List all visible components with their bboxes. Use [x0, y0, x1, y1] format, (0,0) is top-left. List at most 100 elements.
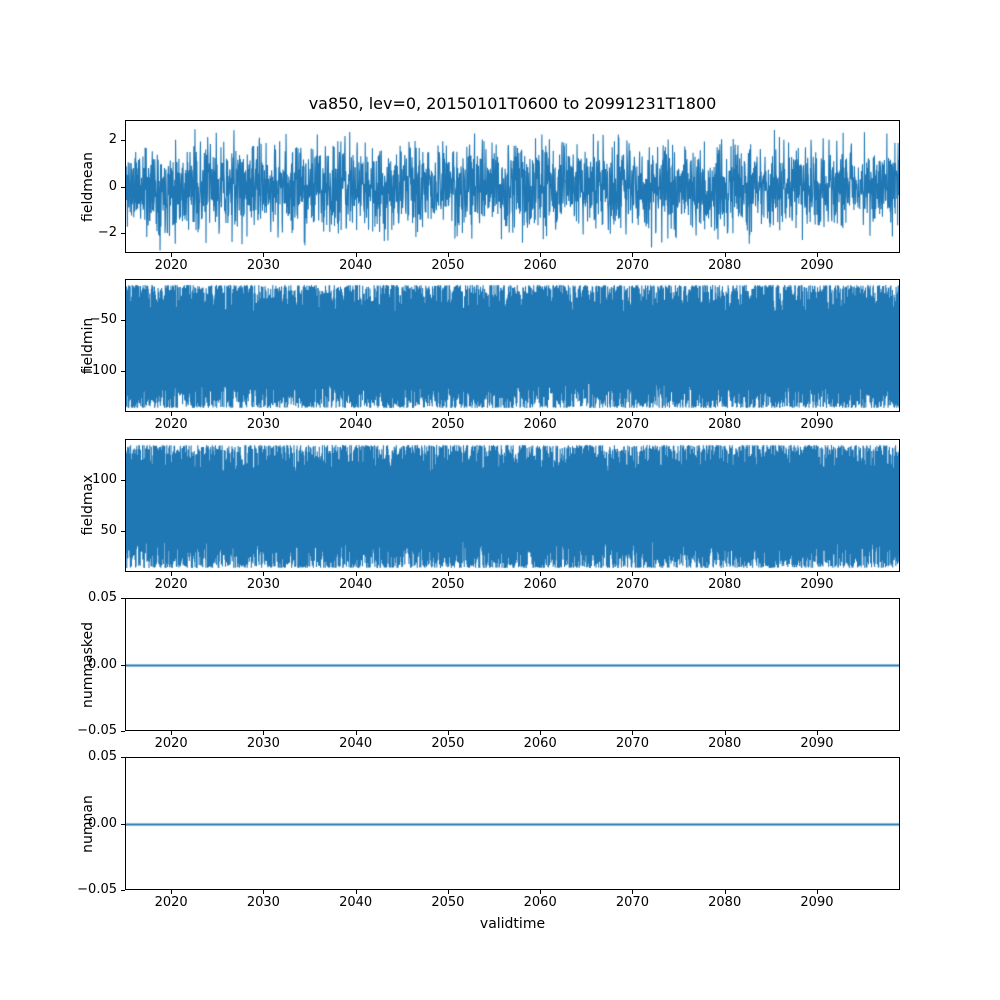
x-tick-mark	[263, 890, 265, 895]
x-tick-label: 2040	[339, 736, 373, 751]
y-axis-label-fieldmin: fieldmin	[80, 317, 96, 375]
y-tick-label: −50	[89, 312, 117, 328]
x-tick-label: 2030	[246, 576, 280, 592]
x-tick-mark	[263, 731, 265, 735]
x-tick-label: 2070	[615, 258, 649, 273]
x-tick-mark	[724, 571, 726, 576]
y-tick-label: −100	[81, 363, 117, 379]
x-tick-mark	[632, 412, 634, 417]
x-tick-label: 2040	[339, 576, 373, 592]
x-tick-mark	[632, 253, 634, 257]
x-tick-label: 2020	[154, 258, 188, 273]
x-tick-mark	[355, 412, 357, 417]
x-tick-mark	[447, 890, 449, 895]
x-tick-label: 2050	[431, 576, 465, 592]
x-tick-mark	[632, 731, 634, 735]
y-tick-label: 2	[108, 131, 117, 147]
x-tick-mark	[447, 253, 449, 257]
x-tick-label: 2090	[800, 895, 834, 911]
x-tick-mark	[171, 890, 173, 895]
y-tick-label: 0	[108, 178, 117, 194]
x-tick-mark	[540, 890, 542, 895]
subplot-fieldmax	[125, 438, 900, 572]
y-tick-mark	[121, 664, 125, 666]
y-tick-mark	[121, 139, 125, 141]
subplot-fieldmean	[125, 120, 900, 253]
y-tick-mark	[121, 233, 125, 235]
x-tick-label: 2090	[800, 258, 834, 273]
y-tick-label: 0.05	[88, 749, 117, 765]
x-tick-mark	[816, 731, 818, 735]
y-tick-mark	[121, 890, 125, 892]
plot-canvas-nummasked	[126, 599, 899, 730]
subplot-nummasked	[125, 598, 900, 731]
x-tick-label: 2080	[708, 736, 742, 751]
plot-canvas-fieldmax	[126, 439, 899, 571]
y-tick-label: −2	[97, 225, 117, 241]
x-tick-label: 2020	[154, 895, 188, 911]
x-tick-mark	[816, 890, 818, 895]
x-tick-mark	[171, 731, 173, 735]
y-tick-mark	[121, 530, 125, 532]
x-tick-label: 2080	[708, 576, 742, 592]
x-tick-mark	[355, 571, 357, 576]
y-tick-mark	[121, 823, 125, 825]
x-tick-mark	[263, 253, 265, 257]
x-tick-label: 2040	[339, 895, 373, 911]
x-tick-mark	[171, 571, 173, 576]
x-tick-mark	[724, 412, 726, 417]
x-tick-label: 2080	[708, 417, 742, 433]
x-tick-mark	[355, 731, 357, 735]
y-tick-label: 100	[92, 471, 117, 487]
x-tick-label: 2090	[800, 736, 834, 751]
y-tick-label: 0.00	[88, 815, 117, 831]
y-axis-label-fieldmax: fieldmax	[80, 474, 96, 536]
x-tick-label: 2050	[431, 417, 465, 433]
x-tick-label: 2060	[523, 576, 557, 592]
plot-canvas-numnan	[126, 758, 899, 890]
x-tick-label: 2070	[615, 736, 649, 751]
x-tick-label: 2050	[431, 736, 465, 751]
x-tick-mark	[171, 253, 173, 257]
y-tick-label: −0.05	[77, 882, 117, 898]
y-tick-label: 0.00	[88, 656, 117, 672]
x-tick-mark	[816, 412, 818, 417]
x-tick-mark	[632, 890, 634, 895]
x-tick-label: 2020	[154, 417, 188, 433]
y-tick-mark	[121, 371, 125, 373]
x-tick-mark	[447, 571, 449, 576]
y-tick-label: −0.05	[77, 723, 117, 738]
x-tick-label: 2070	[615, 895, 649, 911]
x-tick-label: 2080	[708, 258, 742, 273]
x-tick-mark	[355, 890, 357, 895]
chart-title: va850, lev=0, 20150101T0600 to 20991231T…	[308, 94, 717, 113]
y-axis-label-nummasked: nummasked	[80, 621, 96, 708]
x-tick-mark	[724, 890, 726, 895]
x-tick-label: 2040	[339, 417, 373, 433]
x-tick-label: 2080	[708, 895, 742, 911]
x-tick-label: 2030	[246, 258, 280, 273]
x-tick-label: 2030	[246, 895, 280, 911]
x-tick-mark	[724, 253, 726, 257]
y-axis-label-fieldmean: fieldmean	[80, 151, 96, 222]
x-tick-mark	[540, 731, 542, 735]
x-tick-mark	[632, 571, 634, 576]
subplot-numnan	[125, 757, 900, 891]
x-tick-mark	[540, 253, 542, 257]
x-tick-mark	[263, 571, 265, 576]
x-tick-mark	[816, 253, 818, 257]
y-tick-mark	[121, 757, 125, 759]
x-tick-label: 2090	[800, 576, 834, 592]
y-axis-label-numnan: numnan	[80, 794, 96, 853]
y-tick-mark	[121, 186, 125, 188]
y-tick-label: 50	[100, 522, 117, 538]
x-tick-label: 2020	[154, 736, 188, 751]
y-tick-mark	[121, 479, 125, 481]
x-tick-mark	[171, 412, 173, 417]
x-tick-label: 2030	[246, 417, 280, 433]
x-tick-mark	[540, 412, 542, 417]
x-tick-mark	[724, 731, 726, 735]
x-tick-mark	[355, 253, 357, 257]
x-tick-label: 2070	[615, 576, 649, 592]
